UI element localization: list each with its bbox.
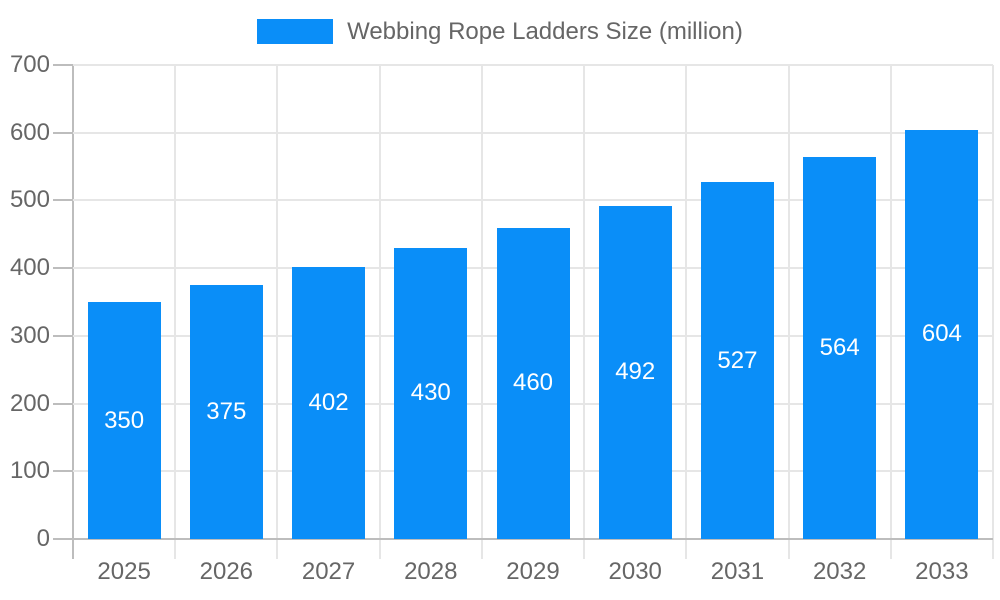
x-tick-mark [480, 539, 483, 559]
bar: 430 [394, 247, 468, 539]
legend-label: Webbing Rope Ladders Size (million) [347, 18, 743, 45]
x-tick-mark [787, 539, 790, 559]
y-tick-label: 600 [9, 118, 50, 146]
y-tick-label: 0 [36, 525, 50, 552]
legend-swatch [257, 19, 334, 44]
gridline-vertical [787, 65, 790, 539]
legend-item[interactable]: Webbing Rope Ladders Size (million) [0, 19, 1000, 44]
y-tick-label: 500 [9, 186, 50, 214]
bar-value-label: 492 [615, 358, 656, 386]
gridline-horizontal [73, 199, 993, 202]
bar-value-label: 460 [512, 369, 554, 397]
gridline-vertical [378, 65, 381, 539]
x-tick-mark [583, 539, 586, 559]
bar: 402 [292, 266, 366, 539]
y-tick-mark [53, 334, 73, 337]
gridline-vertical [992, 65, 994, 539]
bar: 564 [803, 157, 877, 539]
y-tick-mark [53, 402, 73, 405]
x-tick-mark [174, 539, 177, 559]
bar: 492 [598, 205, 672, 539]
gridline-vertical [276, 65, 279, 539]
gridline-vertical [480, 65, 483, 539]
bar: 527 [700, 182, 774, 539]
y-tick-mark [53, 64, 73, 66]
y-axis-line [72, 65, 74, 559]
bar-value-label: 430 [410, 379, 451, 407]
gridline-horizontal [73, 64, 993, 66]
x-tick-label: 2028 [404, 558, 458, 585]
x-tick-mark [992, 539, 994, 559]
x-axis-line [53, 538, 993, 540]
bar-value-label: 350 [104, 406, 145, 434]
bar: 460 [496, 227, 570, 539]
y-tick-label: 100 [9, 457, 50, 485]
x-tick-mark [276, 539, 279, 559]
gridline-horizontal [73, 131, 993, 134]
gridline-vertical [889, 65, 892, 539]
bar-value-label: 564 [819, 334, 860, 362]
gridline-vertical [685, 65, 688, 539]
gridline-vertical [174, 65, 177, 539]
x-tick-label: 2026 [199, 558, 254, 585]
bar: 375 [189, 285, 263, 539]
bar-value-label: 604 [921, 320, 962, 348]
x-tick-mark [378, 539, 381, 559]
x-tick-mark [685, 539, 688, 559]
x-tick-label: 2029 [506, 558, 560, 585]
bar: 350 [87, 302, 161, 539]
x-tick-label: 2032 [812, 558, 867, 585]
gridline-vertical [583, 65, 586, 539]
bar-value-label: 402 [308, 388, 349, 416]
y-tick-label: 200 [9, 389, 50, 417]
bar-value-label: 527 [717, 346, 758, 374]
x-tick-label: 2033 [915, 558, 969, 585]
bar: 604 [905, 130, 979, 539]
y-tick-mark [53, 470, 73, 473]
x-tick-label: 2030 [608, 558, 662, 585]
y-tick-mark [53, 131, 73, 134]
y-tick-label: 300 [9, 321, 50, 349]
y-tick-mark [53, 199, 73, 202]
x-tick-label: 2027 [301, 558, 356, 585]
y-tick-mark [53, 267, 73, 270]
y-tick-label: 700 [9, 51, 50, 78]
x-tick-label: 2025 [97, 558, 151, 585]
x-tick-mark [889, 539, 892, 559]
y-tick-label: 400 [9, 254, 50, 282]
x-tick-label: 2031 [710, 558, 765, 585]
bar-value-label: 375 [206, 398, 247, 426]
